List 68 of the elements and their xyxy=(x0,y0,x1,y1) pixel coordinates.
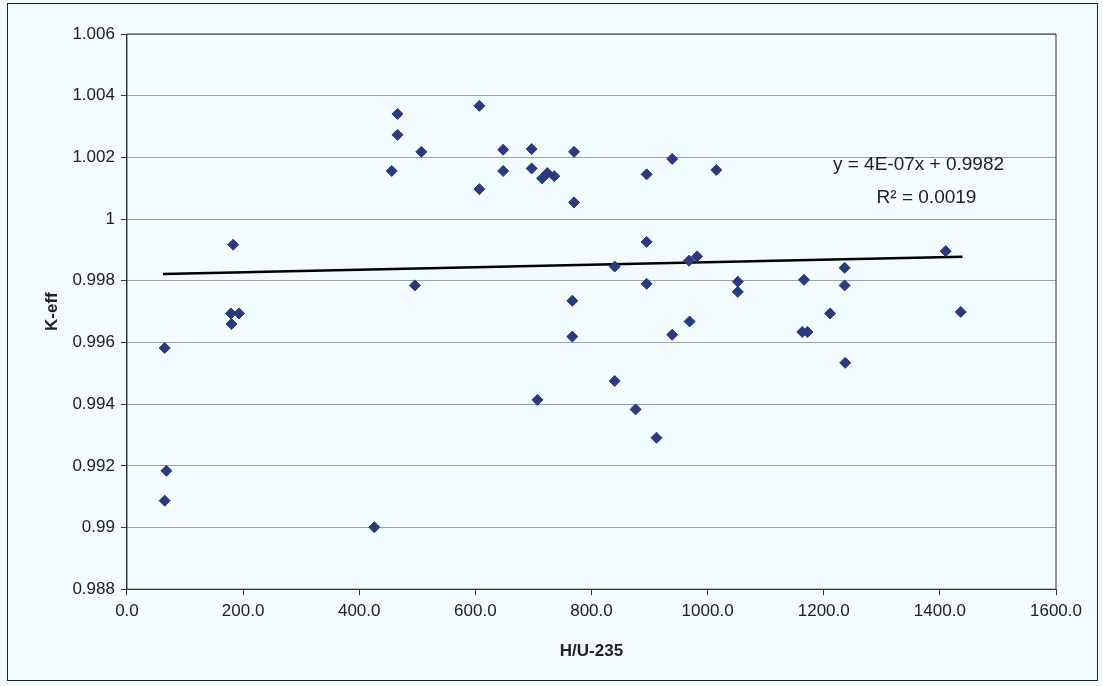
point xyxy=(497,143,510,156)
annotation: y = 4E-07x + 0.9982 xyxy=(832,153,1005,175)
x-tick-label: 400.0 xyxy=(337,601,381,621)
point xyxy=(391,107,404,120)
point xyxy=(939,245,952,258)
point xyxy=(160,464,173,477)
point xyxy=(797,273,810,286)
point xyxy=(415,145,428,158)
point xyxy=(566,330,579,343)
point xyxy=(608,375,621,387)
point xyxy=(710,164,723,177)
y-tick-label: 0.994 xyxy=(72,393,115,413)
point xyxy=(525,143,538,156)
x-tick-label: 1200.0 xyxy=(797,601,850,621)
y-tick-label: 1.004 xyxy=(72,85,115,105)
x-tick-label: 0.0 xyxy=(115,601,139,621)
point xyxy=(391,128,404,141)
point xyxy=(408,279,421,292)
point xyxy=(497,164,510,177)
x-tick-label: 1000.0 xyxy=(681,601,734,621)
point xyxy=(525,162,538,175)
point xyxy=(385,164,398,177)
point xyxy=(650,431,663,444)
point xyxy=(227,238,240,251)
point xyxy=(824,307,837,320)
point xyxy=(838,279,851,292)
point xyxy=(629,403,642,416)
point xyxy=(731,285,744,298)
point xyxy=(838,261,851,274)
point xyxy=(531,393,544,406)
point xyxy=(473,183,486,196)
point xyxy=(954,305,967,318)
y-tick-label: 1 xyxy=(105,208,115,228)
point xyxy=(666,328,679,341)
x-tick-label: 800.0 xyxy=(570,601,613,621)
point xyxy=(158,342,171,354)
point xyxy=(225,317,238,330)
point xyxy=(368,521,381,534)
point xyxy=(568,196,581,209)
point xyxy=(566,294,579,307)
point xyxy=(666,152,679,165)
x-tick-label: 600.0 xyxy=(454,601,497,621)
x-tick-label: 1600.0 xyxy=(1030,601,1082,621)
point xyxy=(473,99,486,112)
point xyxy=(608,260,621,273)
point xyxy=(548,170,561,183)
x-tick-label: 200.0 xyxy=(221,601,265,621)
y-tick-label: 0.996 xyxy=(72,332,115,352)
y-tick-label: 0.99 xyxy=(81,517,115,537)
y-tick-label: 0.998 xyxy=(72,270,115,290)
point xyxy=(731,275,744,288)
point xyxy=(640,235,653,248)
point xyxy=(839,356,852,369)
point xyxy=(683,254,696,267)
x-tick-label: 1400.0 xyxy=(913,601,966,621)
point xyxy=(640,277,653,290)
y-tick-label: 1.002 xyxy=(72,147,115,167)
y-tick-label: 0.992 xyxy=(72,455,115,475)
point xyxy=(683,315,696,328)
y-tick-label: 0.988 xyxy=(72,578,115,598)
annotation: R² = 0.0019 xyxy=(876,186,977,208)
point xyxy=(640,168,653,181)
y-tick-label: 1.006 xyxy=(72,23,115,43)
point xyxy=(568,145,581,158)
point xyxy=(158,494,171,507)
x-axis-title: H/U-235 xyxy=(559,641,624,661)
y-axis-title: K-eff xyxy=(41,291,61,331)
point xyxy=(691,250,704,263)
